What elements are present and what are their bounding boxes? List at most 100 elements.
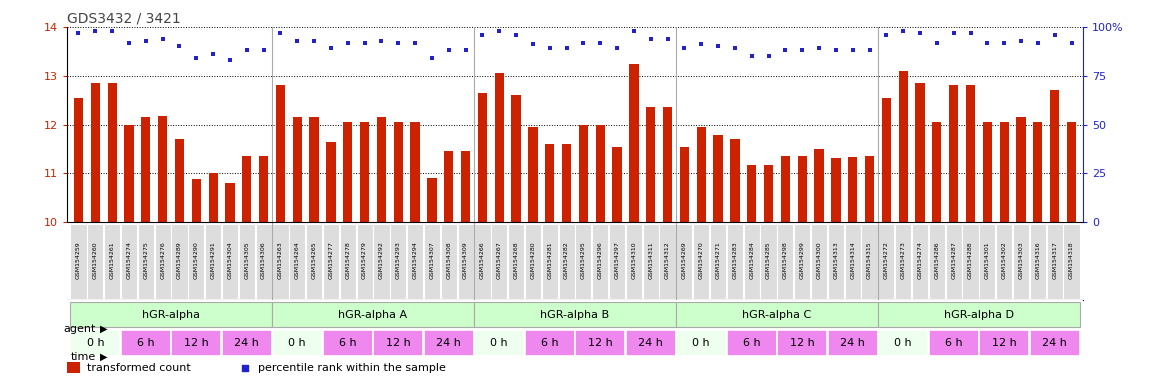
Text: hGR-alpha: hGR-alpha	[143, 310, 200, 319]
Bar	[189, 224, 205, 299]
Text: GSM154315: GSM154315	[867, 241, 872, 278]
Text: ▶: ▶	[100, 324, 108, 334]
Text: 0 h: 0 h	[289, 338, 306, 348]
Point	[793, 47, 812, 53]
Bar	[124, 124, 133, 222]
Bar	[713, 135, 722, 222]
Text: GSM154308: GSM154308	[446, 241, 451, 278]
Point	[322, 45, 340, 51]
Bar	[158, 116, 167, 222]
Text: GSM154318: GSM154318	[1070, 241, 1074, 278]
Bar	[1050, 90, 1059, 222]
Point	[979, 40, 997, 46]
Bar	[542, 224, 558, 299]
Bar	[1029, 224, 1046, 299]
Text: GSM154265: GSM154265	[312, 241, 316, 278]
Bar	[945, 224, 961, 299]
Point	[187, 55, 206, 61]
Bar	[748, 165, 757, 222]
Text: GSM154283: GSM154283	[733, 241, 737, 279]
Bar	[898, 71, 907, 222]
Text: GSM154296: GSM154296	[598, 241, 603, 279]
Point	[507, 31, 526, 38]
Bar	[477, 93, 488, 222]
Bar	[524, 224, 540, 299]
Text: GSM154267: GSM154267	[497, 241, 501, 279]
Point	[843, 47, 861, 53]
Text: GSM154285: GSM154285	[766, 241, 771, 278]
Text: GSM154313: GSM154313	[834, 241, 838, 279]
Point	[457, 47, 475, 53]
Text: GSM154314: GSM154314	[850, 241, 856, 279]
Text: GSM154276: GSM154276	[160, 241, 166, 279]
Text: GSM154274: GSM154274	[918, 241, 922, 279]
Point	[104, 28, 122, 34]
Text: GSM154264: GSM154264	[294, 241, 300, 279]
Text: 24 h: 24 h	[235, 338, 259, 348]
Bar	[424, 224, 440, 299]
Point	[827, 47, 845, 53]
Point	[170, 43, 189, 50]
Point	[204, 51, 222, 57]
Bar	[121, 330, 170, 356]
Point	[86, 28, 105, 34]
Text: agent: agent	[63, 324, 97, 334]
Text: GSM154269: GSM154269	[682, 241, 687, 279]
Bar	[659, 224, 676, 299]
Bar	[697, 127, 706, 222]
Point	[911, 30, 929, 36]
Bar	[524, 330, 575, 356]
Bar	[828, 330, 877, 356]
Bar	[949, 86, 958, 222]
Text: ▶: ▶	[100, 352, 108, 362]
Bar	[377, 117, 386, 222]
Bar	[596, 124, 605, 222]
Bar	[929, 330, 979, 356]
Bar	[407, 224, 423, 299]
Text: GSM154288: GSM154288	[968, 241, 973, 278]
Bar	[1029, 330, 1080, 356]
Text: 24 h: 24 h	[1042, 338, 1067, 348]
Bar	[879, 224, 895, 299]
Text: transformed count: transformed count	[87, 363, 191, 373]
Bar	[996, 224, 1012, 299]
Bar	[882, 98, 891, 222]
Text: GSM154317: GSM154317	[1052, 241, 1057, 279]
Bar	[1017, 117, 1026, 222]
Bar	[374, 224, 390, 299]
Bar	[323, 224, 339, 299]
Bar	[1033, 122, 1043, 222]
Bar	[626, 330, 676, 356]
Bar	[458, 224, 474, 299]
Bar	[491, 224, 507, 299]
Point	[236, 365, 254, 371]
Bar	[980, 330, 1029, 356]
Bar	[309, 117, 319, 222]
Bar	[104, 224, 121, 299]
Text: 6 h: 6 h	[339, 338, 356, 348]
Point	[995, 40, 1013, 46]
Bar	[929, 224, 945, 299]
Bar	[67, 362, 79, 373]
Bar	[562, 144, 572, 222]
Text: GSM154282: GSM154282	[565, 241, 569, 279]
Point	[254, 47, 273, 53]
Bar	[983, 122, 992, 222]
Text: GSM154298: GSM154298	[783, 241, 788, 279]
Point	[574, 40, 592, 46]
Text: 0 h: 0 h	[895, 338, 912, 348]
Text: GSM154259: GSM154259	[76, 241, 81, 279]
Bar	[1046, 224, 1063, 299]
Bar	[356, 224, 373, 299]
Point	[373, 38, 391, 44]
Point	[658, 36, 676, 42]
Text: time: time	[71, 352, 97, 362]
Text: 6 h: 6 h	[945, 338, 963, 348]
Bar	[1013, 224, 1029, 299]
Bar	[777, 330, 827, 356]
Point	[591, 40, 610, 46]
Text: GSM154311: GSM154311	[649, 241, 653, 278]
Text: 6 h: 6 h	[137, 338, 154, 348]
Text: GSM154309: GSM154309	[463, 241, 468, 279]
Bar	[374, 330, 423, 356]
